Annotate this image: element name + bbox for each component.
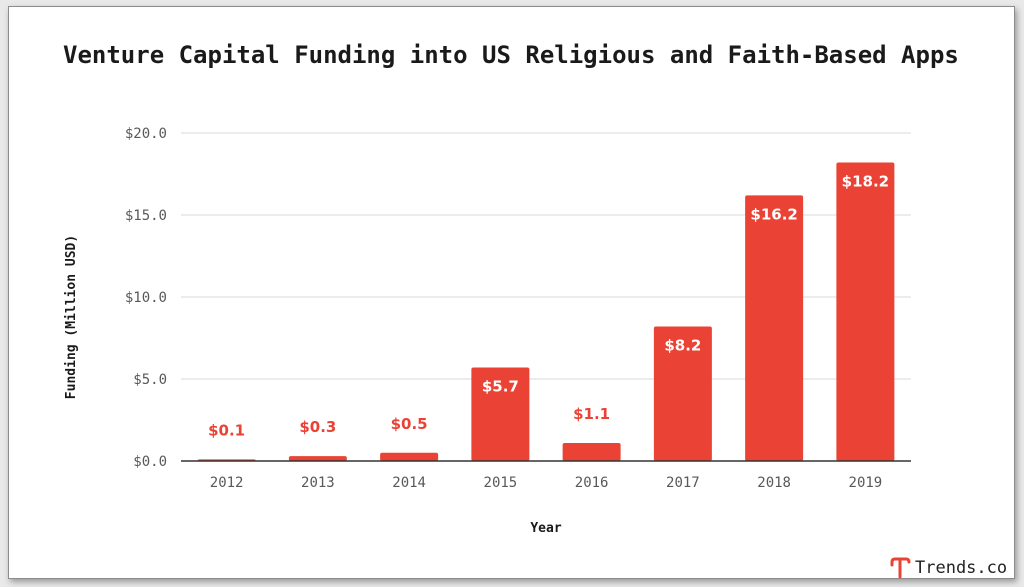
bar-chart: $0.0 $5.0 $10.0 $15.0 $20.0 $0.1 2012 $0.3 2013 $… xyxy=(64,126,911,536)
data-label: $0.5 xyxy=(391,415,428,433)
data-label: $1.1 xyxy=(573,405,610,423)
bar xyxy=(745,195,804,461)
y-tick-label: $15.0 xyxy=(125,208,167,224)
y-tick-label: $20.0 xyxy=(125,126,167,142)
data-label: $0.3 xyxy=(299,418,336,436)
bar xyxy=(836,162,895,461)
data-label: $18.2 xyxy=(842,173,889,191)
brand-watermark: Trends.co xyxy=(889,556,1007,580)
bar xyxy=(471,367,530,461)
x-tick-label: 2018 xyxy=(757,475,791,491)
bar xyxy=(562,442,621,461)
data-label: $0.1 xyxy=(208,421,245,439)
data-label: $5.7 xyxy=(482,378,519,396)
x-axis-title: Year xyxy=(530,521,561,536)
x-tick-label: 2012 xyxy=(210,475,244,491)
data-label: $16.2 xyxy=(750,205,797,223)
y-axis-title: Funding (Million USD) xyxy=(64,235,79,399)
x-tick-label: 2014 xyxy=(392,475,426,491)
data-label: $8.2 xyxy=(664,337,701,355)
bar xyxy=(380,452,439,461)
y-tick-label: $5.0 xyxy=(133,372,167,388)
chart-title: Venture Capital Funding into US Religiou… xyxy=(63,41,959,69)
x-tick-label: 2017 xyxy=(666,475,700,491)
y-tick-label: $0.0 xyxy=(133,454,167,470)
x-tick-label: 2016 xyxy=(575,475,609,491)
bar xyxy=(288,456,347,461)
y-tick-label: $10.0 xyxy=(125,290,167,306)
chart-card: Venture Capital Funding into US Religiou… xyxy=(8,6,1015,579)
trends-logo-icon xyxy=(890,557,911,579)
x-tick-label: 2019 xyxy=(849,475,883,491)
bar xyxy=(653,326,712,461)
x-tick-label: 2015 xyxy=(484,475,518,491)
brand-name: Trends.co xyxy=(915,558,1008,578)
x-tick-label: 2013 xyxy=(301,475,335,491)
